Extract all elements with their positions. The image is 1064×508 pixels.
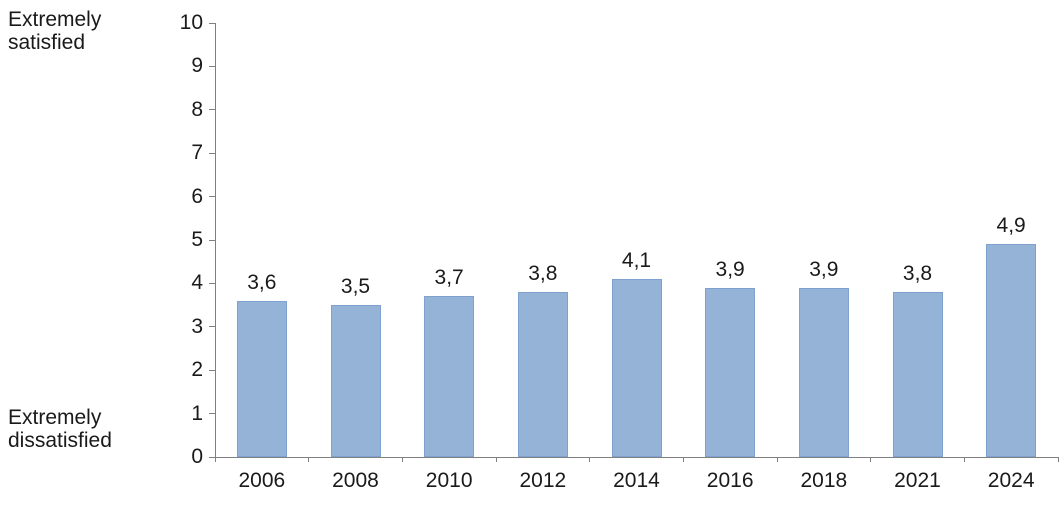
x-axis-tick [308,457,310,462]
bar-2016 [705,287,756,457]
x-axis-tick [776,457,778,462]
plot-area: 0 1 2 3 4 5 6 7 8 9 10 3,6 2006 3,5 2008 3,7 2010 3,8 201… [180,11,1059,492]
x-axis-tick [870,457,872,462]
x-axis-label: 2014 [613,469,660,492]
y-axis-tick-label: 5 [191,228,203,251]
y-axis-tick [209,65,215,67]
x-axis-label: 2018 [800,469,848,492]
bar-2018 [798,287,849,457]
bar-2021 [892,292,943,457]
y-axis-tick-label: 8 [191,97,203,121]
x-axis-label: 2012 [519,469,567,492]
bar-2008 [330,305,381,457]
y-axis-min-annotation-line1: Extremely [8,406,102,429]
bar-value-label: 3,8 [528,262,558,286]
x-axis-label: 2021 [894,469,941,492]
bar-value-label: 3,5 [340,275,371,299]
y-axis-tick [209,456,215,458]
y-axis-max-annotation-line1: Extremely [8,8,102,31]
y-axis-tick-label: 2 [191,358,203,382]
x-axis-label: 2006 [238,469,286,492]
y-axis-tick-label: 1 [191,401,203,425]
x-axis-tick [214,457,216,462]
y-axis-tick [209,22,215,24]
bar-value-label: 3,9 [715,257,745,281]
y-axis-tick-label: 0 [191,445,203,468]
y-axis-tick [209,282,215,284]
bar-2024 [986,244,1037,457]
x-axis-tick [1057,457,1059,462]
bar-2006 [236,300,287,457]
x-axis-tick [682,457,684,462]
bar-value-label: 3,7 [434,266,464,290]
x-axis-label: 2008 [332,469,379,492]
y-axis-min-annotation: Extremely dissatisfied [8,406,112,452]
y-axis-tick-label: 6 [191,184,203,208]
y-axis-tick [209,152,215,154]
bar-value-label: 3,6 [247,270,277,294]
bar-2014 [611,279,662,457]
y-axis-tick [209,326,215,328]
y-axis-line [215,23,216,458]
y-axis-tick [209,196,215,198]
bar-value-label: 3,9 [809,257,839,281]
x-axis-tick [495,457,497,462]
x-axis-label: 2010 [425,469,473,492]
x-axis-label: 2024 [987,469,1035,492]
y-axis-tick-label: 4 [191,271,203,295]
x-axis-line [215,457,1059,458]
y-axis-tick-label: 9 [191,54,203,78]
bar-value-label: 3,8 [902,262,933,286]
x-axis-label: 2016 [706,469,754,492]
y-axis-tick [209,369,215,371]
x-axis-tick [963,457,965,462]
y-axis-tick-label: 3 [191,314,203,338]
y-axis-min-annotation-line2: dissatisfied [8,429,112,452]
bar-value-label: 4,9 [996,214,1026,238]
bar-2010 [424,296,475,457]
y-axis-tick [209,109,215,111]
y-axis-tick-label: 7 [191,141,203,165]
y-axis-tick [209,413,215,415]
y-axis-tick-label: 10 [179,11,203,34]
bar-2012 [517,292,568,457]
x-axis-tick [401,457,403,462]
y-axis-max-annotation-line2: satisfied [8,31,86,54]
y-axis-tick [209,239,215,241]
y-axis-max-annotation: Extremely satisfied [8,8,101,54]
bar-value-label: 4,1 [621,249,652,273]
x-axis-tick [589,457,591,462]
